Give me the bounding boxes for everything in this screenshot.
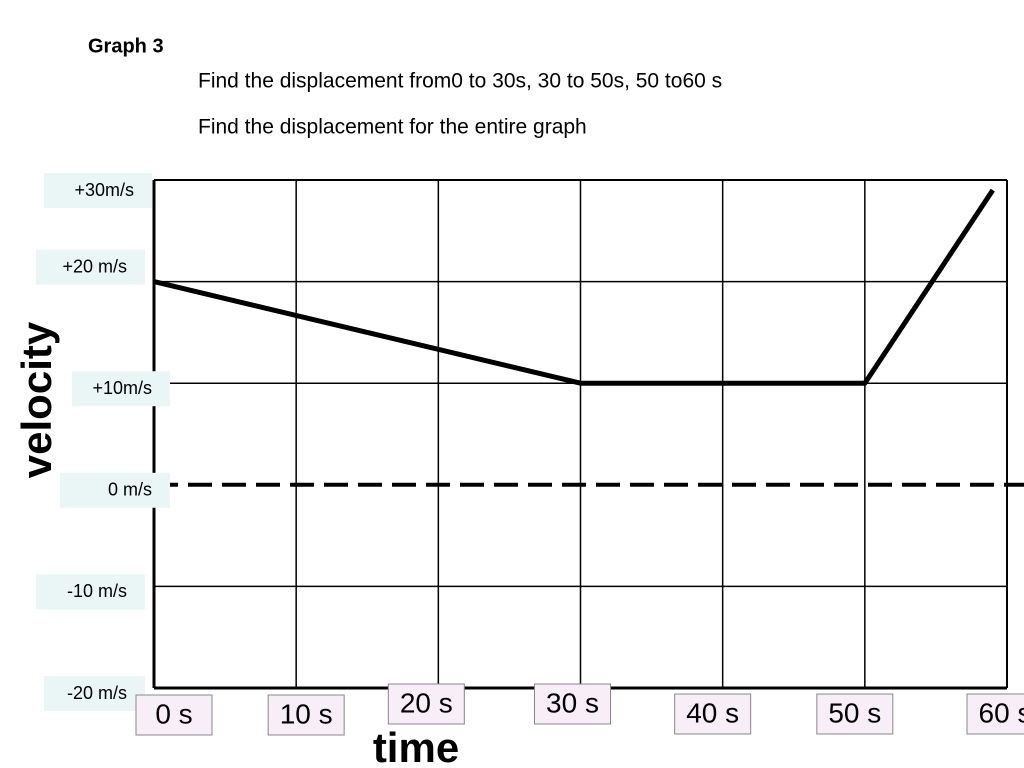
y-tick-box [72, 371, 170, 407]
x-tick-label: 40 s [686, 697, 739, 728]
y-tick-box [36, 574, 145, 610]
x-tick-box [674, 693, 752, 735]
y-tick-box [60, 472, 170, 508]
y-tick-box [36, 249, 145, 285]
x-axis-label: time [373, 724, 459, 768]
chart-title: Graph 3 [88, 35, 164, 57]
x-tick-box [267, 694, 345, 736]
subtitle: Find the displacement for the entire gra… [198, 116, 587, 139]
y-tick-box [44, 676, 145, 711]
y-tick-label: +30m/s [74, 180, 134, 200]
y-tick-label: -10 m/s [67, 581, 127, 601]
y-tick-box [44, 173, 152, 208]
x-tick-label: 0 s [155, 698, 192, 729]
subtitle: Find the displacement from0 to 30s, 30 t… [198, 70, 722, 93]
x-tick-box [966, 693, 1024, 735]
x-tick-box [387, 683, 465, 725]
y-tick-label: -20 m/s [67, 683, 127, 703]
y-tick-label: +20 m/s [62, 256, 127, 276]
x-tick-label: 50 s [828, 697, 881, 728]
x-tick-box [135, 694, 213, 736]
y-axis-label: velocity [13, 321, 60, 478]
y-tick-label: 0 m/s [108, 480, 152, 500]
x-tick-label: 20 s [400, 687, 453, 718]
y-tick-label: +10m/s [92, 378, 152, 398]
x-tick-box [534, 683, 611, 725]
x-tick-label: 10 s [280, 698, 333, 729]
x-tick-label: 30 s [546, 687, 599, 718]
data-line [153, 188, 995, 386]
x-tick-box [816, 693, 894, 735]
x-tick-label: 60 s [979, 697, 1024, 728]
